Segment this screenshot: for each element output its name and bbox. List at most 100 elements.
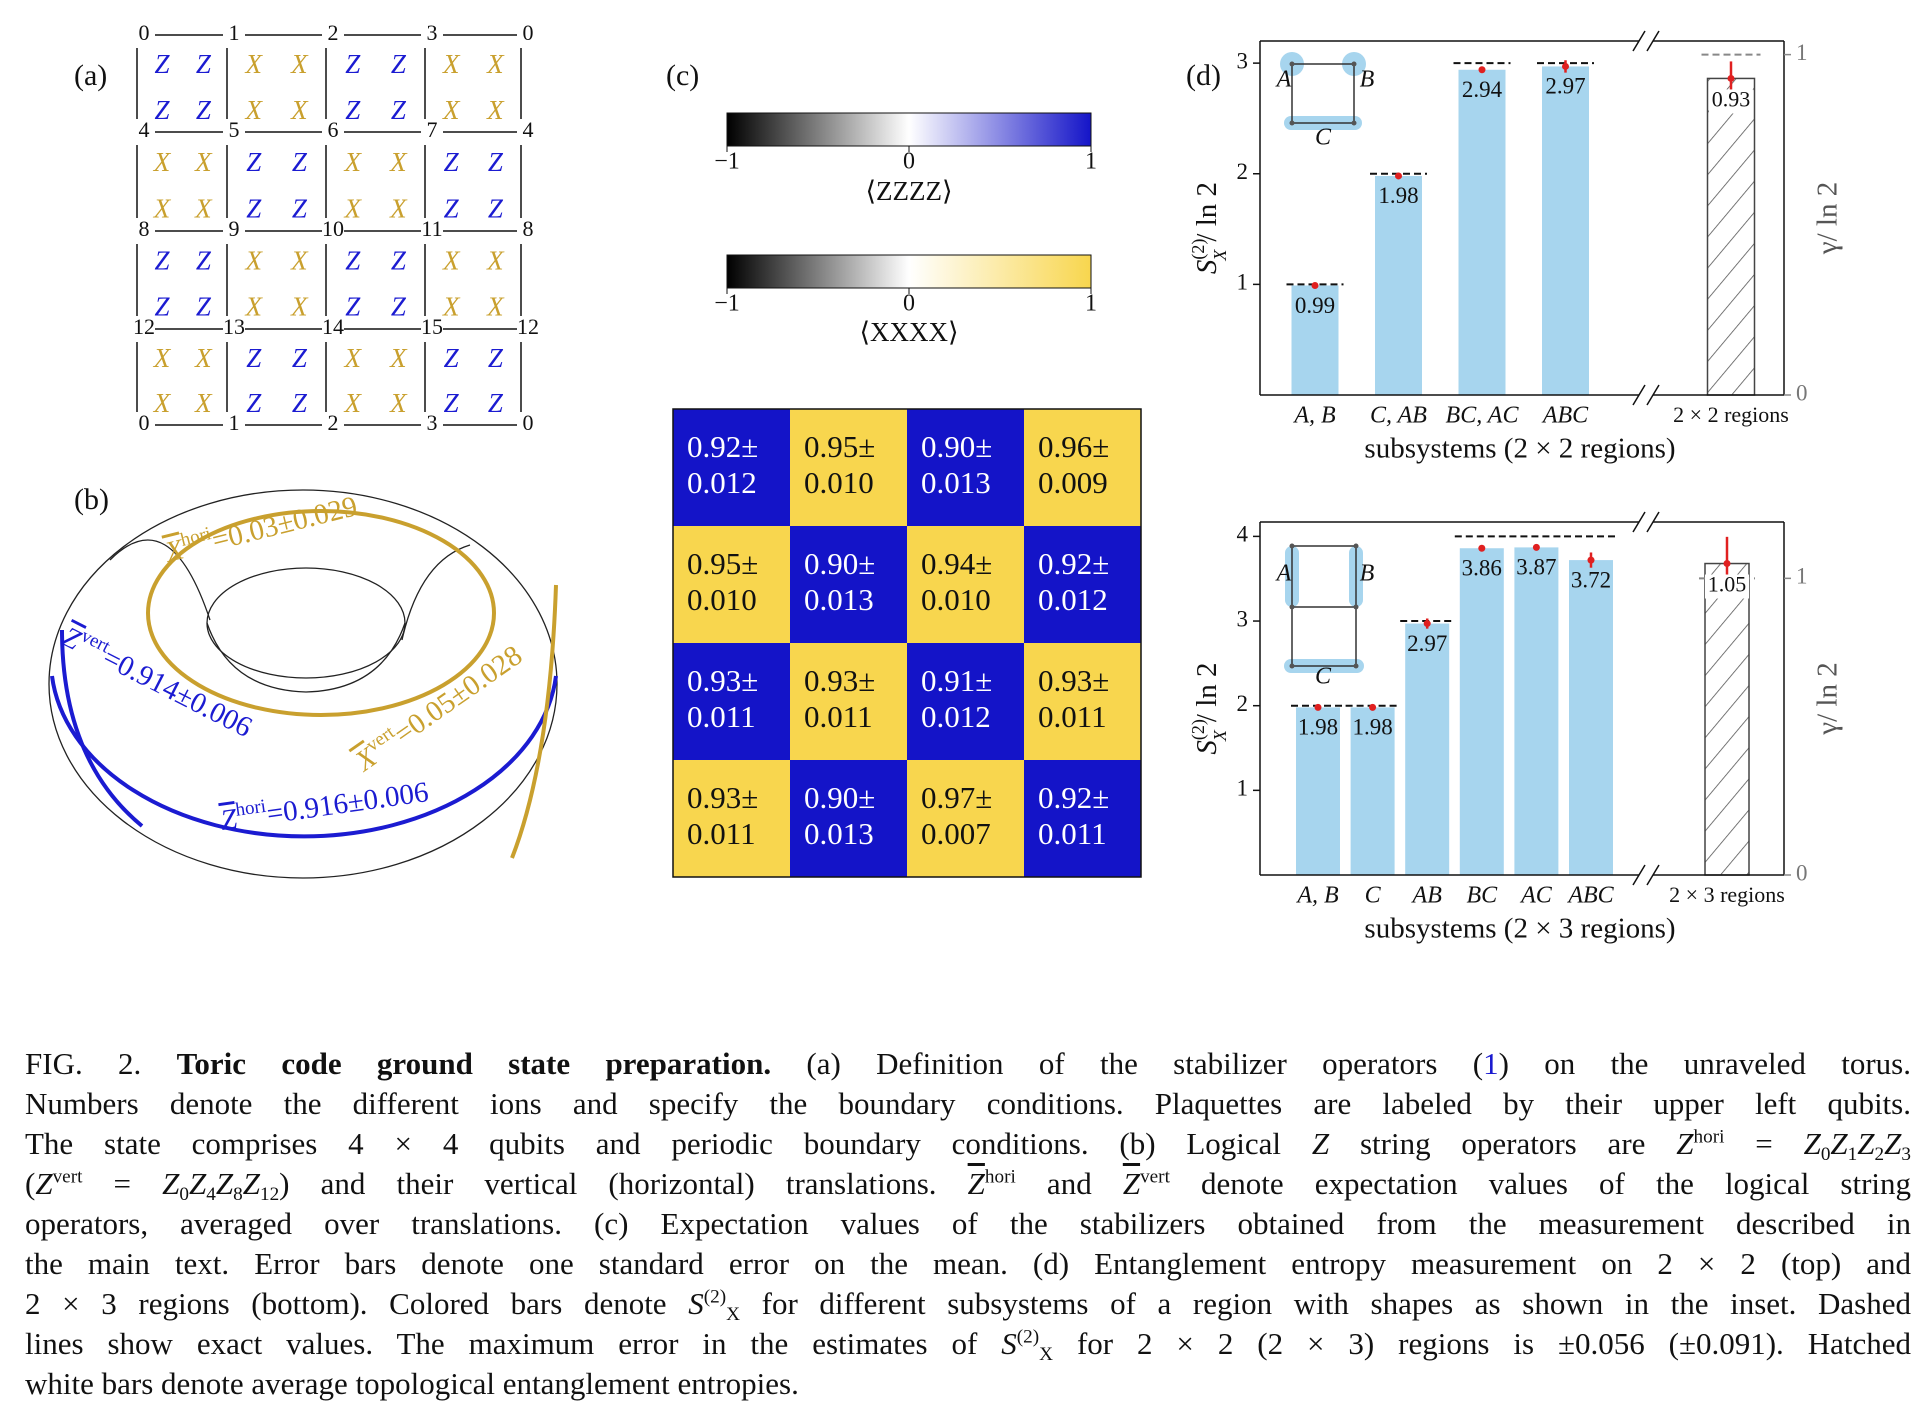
value-label: 2.94 [1462,77,1503,102]
plaquette-operator: Z [444,343,460,373]
error-bar-center [1532,543,1540,551]
colorbar-label: ⟨XXXX⟩ [859,317,958,347]
stabilizer-cell [673,526,790,643]
error-bar-center [1478,66,1486,74]
plaquette-operator: Z [488,147,504,177]
axis-break [1632,864,1646,886]
y2-axis-label: γ/ ln 2 [1812,182,1844,255]
y-tick-label: 3 [1237,606,1249,631]
value-label: 2.97 [1407,631,1447,656]
caption-text: Z [1830,1126,1848,1161]
stabilizer-cell [790,526,907,643]
vertex-label: 7 [427,117,438,142]
caption-text: X [1039,1343,1054,1365]
plaquette-operator: X [194,193,213,223]
caption-text: ( [25,1166,36,1201]
z-vert-string [60,629,144,828]
vertex-label: 10 [322,216,344,241]
stabilizer-cell [1024,760,1141,877]
vertex-label: 0 [139,20,150,45]
bar [1458,69,1506,395]
caption-text: S [1001,1326,1017,1361]
cell-value: 0.95± [804,429,875,464]
panel-label: (b) [74,483,109,516]
caption-text: hori [984,1166,1016,1188]
topological-bar [1706,77,1756,396]
cell-value: 0.93± [804,663,875,698]
cell-value: 0.90± [804,780,875,815]
colorbar-tick-label: 1 [1085,291,1097,317]
cell-value: 0.93± [687,780,758,815]
x-vert-string [510,584,558,859]
vertex-label: 3 [427,410,438,435]
colorbar-label: ⟨ZZZZ⟩ [865,176,952,206]
x-tick-label: ABC [1566,883,1614,909]
plaquette-operator: X [245,49,264,79]
stabilizer-cell [907,409,1024,526]
stabilizer-cell [673,409,790,526]
operator-value: =0.05±0.028 [388,639,528,750]
vertex-label: 11 [421,216,442,241]
cell-error: 0.012 [1038,582,1108,617]
stabilizer-cell [907,760,1024,877]
caption-text: Z [1884,1126,1902,1161]
x-tick-label: BC, AC [1446,403,1520,429]
torus [48,489,558,879]
torus-label: Zhori=0.916±0.006 [218,773,430,837]
y-label-symbol: S [1191,259,1223,274]
axis-break [1646,864,1660,886]
plaquette-operator: Z [444,388,460,418]
caption-line: (Zvert = Z0Z4Z8Z12) and their vertical (… [25,1164,1911,1204]
y2-tick-label: 1 [1796,564,1808,589]
panel-label: (c) [666,59,699,92]
cell-error: 0.011 [687,699,756,734]
panel-label: (d) [1186,59,1221,92]
plaquette-operator: X [245,95,264,125]
caption-text: Z [1311,1126,1330,1161]
torus-section [401,544,471,641]
plaquette-operator: X [344,343,363,373]
vertex-label: 0 [523,20,534,45]
cell-error: 0.013 [921,465,991,500]
cell-error: 0.007 [921,816,991,851]
caption: FIG. 2. Toric code ground state preparat… [25,1044,1911,1404]
x-tick-label: C, AB [1370,403,1427,429]
cell-error: 0.012 [921,699,991,734]
y2-tick-label: 0 [1796,860,1808,885]
caption-text: FIG. 2. [25,1046,177,1081]
caption-text: 2 × 3 regions (bottom). Colored bars den… [25,1286,689,1321]
cell-value: 0.92± [687,429,758,464]
caption-text: (2) [1016,1326,1040,1348]
plaquette-operator: Z [444,147,460,177]
colorbar-tick-label: 0 [903,149,915,175]
topological-bar [1704,562,1750,876]
bar [1296,707,1340,875]
stabilizer-cell [673,643,790,760]
caption-text: the main text. Error bars denote one sta… [25,1246,1911,1281]
caption-text: Z [967,1166,985,1201]
caption-text: 3 [1901,1143,1911,1165]
cell-error: 0.010 [687,582,757,617]
operator-value: =0.03±0.029 [209,490,361,557]
vertex-label: 4 [139,117,150,142]
plaquette-operator: Z [391,292,407,322]
torus-label: Xhori=0.03±0.029 [160,487,360,569]
plaquette-operator: Z [292,193,308,223]
plaquette-operator: X [442,95,461,125]
vertex-label: 8 [139,216,150,241]
inset-qubit [1351,120,1357,126]
y-tick-label: 2 [1237,159,1249,184]
bar [1542,66,1589,395]
error-bar-center [1587,556,1595,564]
plaquette-operator: X [344,193,363,223]
z-hori-string [50,675,558,839]
inset-qubit [1289,604,1295,610]
caption-text: 0 [1820,1143,1831,1165]
inset-lattice [1291,545,1357,667]
caption-text: Z [1676,1126,1694,1161]
y-axis-label: S(2) X / ln 2 [1188,662,1230,754]
plaquette-operator: X [194,388,213,418]
plaquette-operator: Z [345,95,361,125]
cell-error: 0.011 [1038,816,1107,851]
